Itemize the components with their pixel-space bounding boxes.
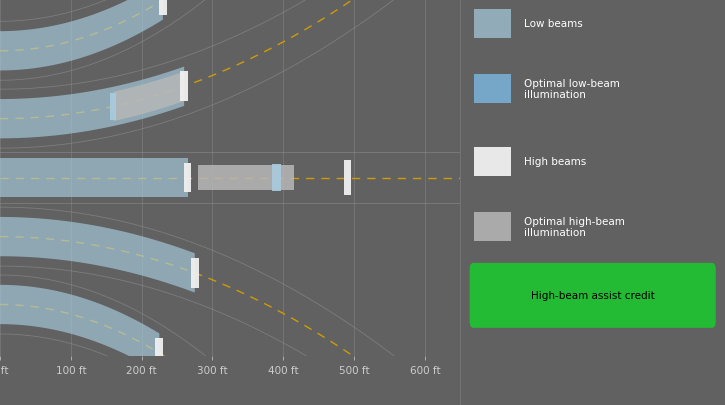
Text: High-beam assist credit: High-beam assist credit xyxy=(531,291,655,301)
Bar xyxy=(199,166,294,191)
Text: Optimal high-beam
illumination: Optimal high-beam illumination xyxy=(524,216,625,238)
Bar xyxy=(473,75,510,103)
Bar xyxy=(184,164,191,193)
Bar xyxy=(473,10,510,38)
Bar xyxy=(273,164,281,192)
Bar xyxy=(181,72,188,102)
Bar xyxy=(191,258,199,288)
Polygon shape xyxy=(113,72,184,122)
FancyBboxPatch shape xyxy=(470,263,716,328)
Bar xyxy=(110,94,116,121)
Polygon shape xyxy=(0,67,184,139)
Text: High beams: High beams xyxy=(524,157,586,167)
Polygon shape xyxy=(0,0,163,71)
Text: Low beams: Low beams xyxy=(524,19,583,29)
Bar xyxy=(344,160,351,196)
Bar xyxy=(159,0,167,16)
Bar xyxy=(0,159,188,198)
Bar xyxy=(155,339,163,368)
Text: Optimal low-beam
illumination: Optimal low-beam illumination xyxy=(524,78,620,100)
Bar xyxy=(473,213,510,241)
Polygon shape xyxy=(0,217,195,293)
Bar xyxy=(473,148,510,176)
Polygon shape xyxy=(0,285,160,373)
